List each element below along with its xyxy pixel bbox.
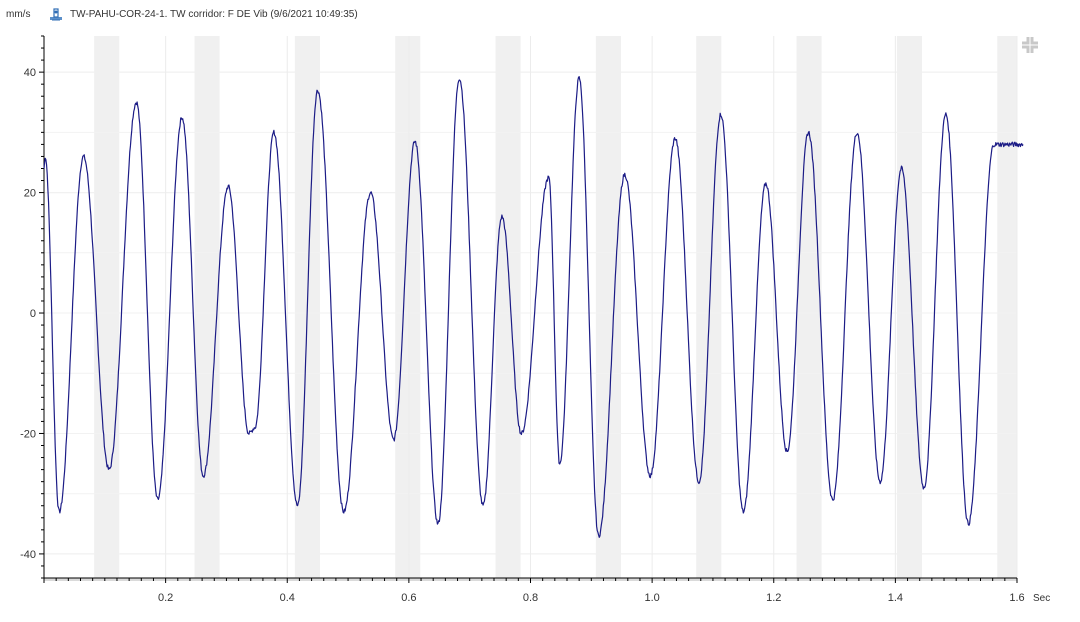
tick-labels: -40 -20 0 20 40 0.2 0.4 0.6 0.8 1.0 1.2 1.4 1.6 Sec <box>20 67 1050 604</box>
x-tick-label: 0.6 <box>401 592 416 604</box>
x-tick-label: 1.2 <box>766 592 781 604</box>
band <box>495 36 521 578</box>
band <box>997 36 1017 578</box>
x-tick-label: 0.8 <box>523 592 538 604</box>
chart-header: mm/s TW-PAHU-COR-24-1. TW corridor: F DE… <box>0 0 1080 30</box>
y-tick-label: 0 <box>30 308 36 320</box>
band <box>595 36 621 578</box>
x-tick-label: 1.0 <box>644 592 659 604</box>
x-tick-label: 0.2 <box>158 592 173 604</box>
band <box>696 36 722 578</box>
y-tick-label: -40 <box>20 549 36 561</box>
x-tick-label: 1.4 <box>888 592 903 604</box>
axes <box>39 35 1018 583</box>
y-unit-label: mm/s <box>6 9 31 20</box>
grid-lines <box>44 36 1018 578</box>
band <box>194 36 220 578</box>
trace-layer <box>43 75 1024 538</box>
band <box>395 36 421 578</box>
alternating-bands <box>94 36 1017 578</box>
chart-title: TW-PAHU-COR-24-1. TW corridor: F DE Vib … <box>70 9 358 20</box>
y-tick-label: 40 <box>24 67 36 79</box>
x-tick-label: 1.6 <box>1009 592 1024 604</box>
band <box>796 36 822 578</box>
band <box>94 36 120 578</box>
sensor-icon[interactable] <box>48 6 64 22</box>
x-tick-label: 0.4 <box>280 592 295 604</box>
x-axis-label: Sec <box>1033 593 1050 604</box>
collapse-icon[interactable] <box>1019 35 1041 55</box>
y-tick-label: 20 <box>24 188 36 200</box>
y-tick-label: -20 <box>20 428 36 440</box>
band <box>896 36 922 578</box>
vibration-trace <box>43 75 1024 538</box>
